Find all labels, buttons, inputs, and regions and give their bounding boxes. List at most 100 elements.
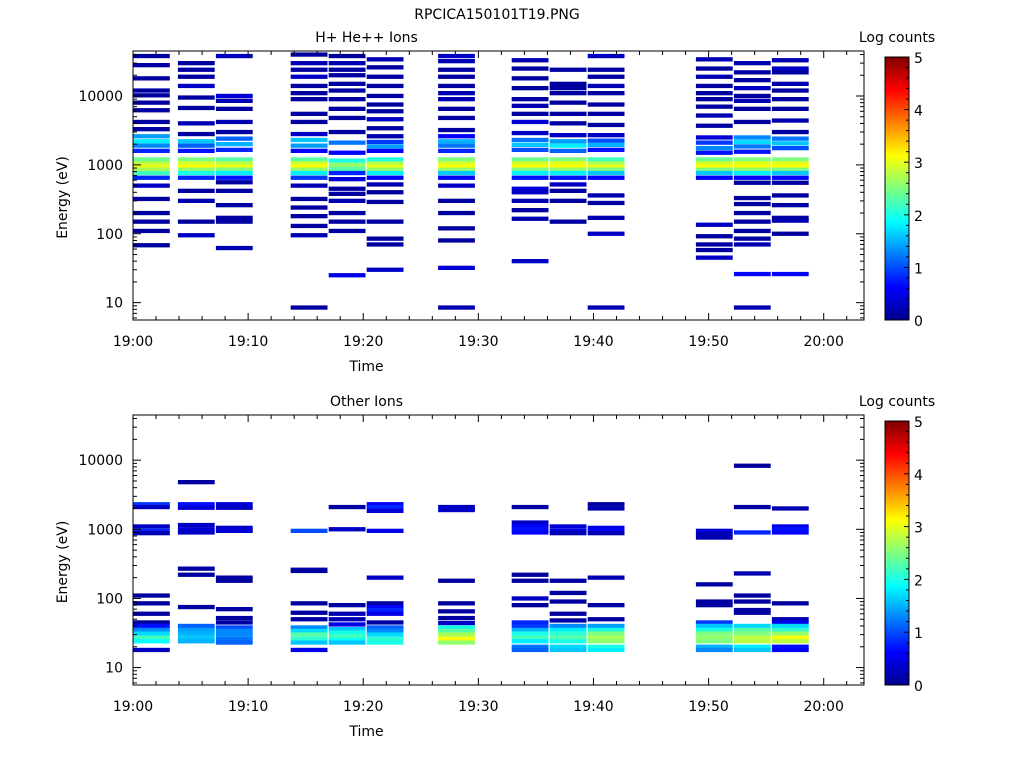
heatmap-cell [366,134,404,139]
heatmap-cell [290,196,328,202]
heatmap-cell [587,102,625,107]
heatmap-cell [438,183,475,188]
panel-title: Other Ions [330,394,403,410]
heatmap-cell [177,527,215,532]
heatmap-cell [215,147,253,152]
x-tick-label: 19:50 [688,699,728,715]
other-ions-panel: 19:00 19:10 19:20 19:30 19:40 19:50 20:0010100… [55,394,935,740]
heatmap-cell [549,599,587,604]
heatmap-cell [366,628,404,633]
heatmap-cell [771,631,809,636]
heatmap-cell [771,161,809,166]
heatmap-cell [549,188,587,193]
heatmap-cell [366,117,404,122]
heatmap-cell [587,193,625,198]
heatmap-cell [366,161,404,166]
heatmap-cell [328,198,366,203]
heatmap-cell [587,200,625,206]
heatmap-cell [695,170,733,176]
heatmap-cell [133,183,170,188]
heatmap-cell [177,67,215,72]
heatmap-cell [438,161,475,166]
heatmap-cell [366,74,404,79]
figure-title: RPCICA150101T19.PNG [414,7,579,23]
heatmap-cell [438,83,475,89]
heatmap-cell [133,164,170,169]
heatmap-cell [133,620,170,625]
heatmap-cell [290,205,328,210]
heatmap-cell [133,627,170,633]
heatmap-cell [328,158,366,163]
heatmap-cell [215,620,253,625]
heatmap-cell [695,582,733,587]
heatmap-cell [549,524,587,529]
heatmap-cell [215,203,253,208]
heatmap-cell [511,603,549,608]
x-tick-label: 19:40 [573,699,613,715]
heatmap-cell [511,97,549,102]
colorbar-tick-label: 1 [914,261,923,277]
heatmap-cell [133,88,170,93]
heatmap-cell [733,70,771,75]
heatmap-cell [290,83,328,89]
heatmap-cell [587,639,625,644]
heatmap-cell [366,236,404,241]
heatmap-cell [177,233,215,238]
heatmap-cell [587,74,625,79]
heatmap-cell [177,105,215,111]
heatmap-cell [695,57,733,62]
x-tick-label: 19:30 [458,699,498,715]
heatmap-cell [438,265,475,270]
heatmap-cell [695,528,733,533]
heatmap-cell [133,108,170,113]
heatmap-cell [695,150,733,155]
heatmap-cell [771,175,809,180]
colorbar-tick-label: 2 [914,573,923,589]
colorbar-tick-label: 3 [914,156,923,172]
x-tick-label: 19:30 [458,334,498,350]
heatmap-cell [177,121,215,126]
heatmap-cell [366,632,404,637]
heatmap-cell [733,201,771,207]
heatmap-cell [438,601,475,606]
heatmap-cell [695,104,733,109]
heatmap-cell [366,190,404,195]
heatmap-cell [215,180,253,185]
heatmap-cell [549,143,587,148]
heatmap-cell [215,575,253,580]
heatmap-cell [215,188,253,193]
heatmap-cell [771,70,809,75]
heatmap-cell [587,91,625,96]
panel-title: H+ He++ Ions [315,30,418,46]
heatmap-cell [177,566,215,571]
heatmap-cell [366,502,404,507]
heatmap-cell [549,170,587,176]
heatmap-cell [511,103,549,108]
heatmap-cell [771,157,809,162]
heatmap-cell [733,161,771,166]
heatmap-cell [438,157,475,162]
heatmap-cell [511,66,549,71]
heatmap-cell [587,644,625,649]
heatmap-cell [177,148,215,153]
heatmap-cell [215,625,253,630]
heatmap-cell [771,620,809,625]
heatmap-cell [133,243,170,248]
heatmap-cell [511,631,549,636]
heatmap-cell [366,504,404,510]
heatmap-cell [290,167,328,172]
heatmap-cell [733,98,771,103]
heatmap-cell [695,635,733,640]
heatmap-cell [733,631,771,636]
heatmap-cell [366,109,404,114]
heatmap-cell [733,170,771,176]
heatmap-cell [695,247,733,253]
heatmap-cell [177,635,215,640]
heatmap-cell [733,139,771,145]
heatmap-cell [215,167,253,172]
heatmap-cell [733,463,771,468]
heatmap-cell [511,635,549,640]
heatmap-cell [438,164,475,169]
heatmap-cell [771,146,809,151]
heatmap-cell [771,527,809,532]
